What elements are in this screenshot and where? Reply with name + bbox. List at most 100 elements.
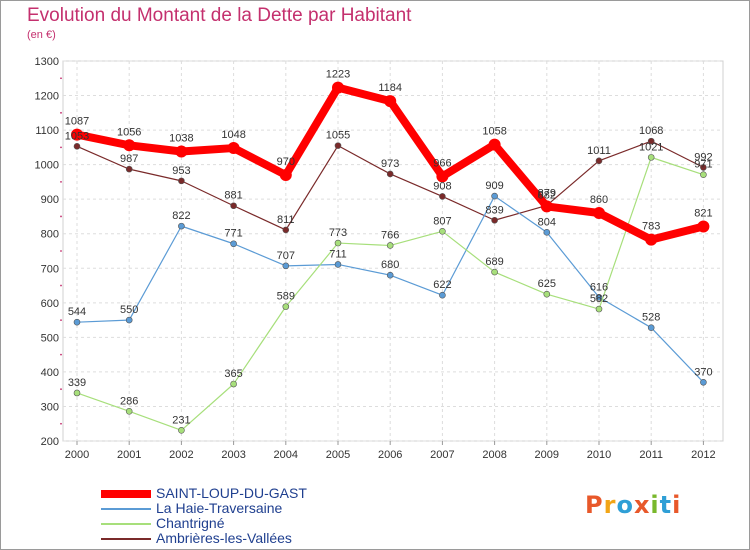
y-tick-label: 900 bbox=[41, 194, 59, 206]
data-label-chantrign-: 1021 bbox=[639, 141, 663, 153]
data-labels: 1053 987 953 881 811 1055 973 908 839 882 1011 1068… bbox=[65, 69, 713, 427]
data-point-chantrign- bbox=[439, 228, 446, 235]
y-tick-label: 300 bbox=[41, 401, 59, 413]
x-tick-label: 2004 bbox=[274, 449, 298, 461]
data-point-chantrign- bbox=[230, 380, 237, 388]
y-minor-tick bbox=[60, 250, 62, 252]
legend-label: SAINT-LOUP-DU-GAST bbox=[156, 485, 307, 501]
y-minor-tick bbox=[60, 319, 62, 321]
data-point-ambri-res-les-vall-es bbox=[386, 170, 394, 178]
data-point-saint-loup-du-gast bbox=[332, 81, 344, 94]
y-minor-tick bbox=[60, 388, 62, 391]
data-label-chantrign-: 286 bbox=[120, 395, 138, 407]
data-point-ambri-res-les-vall-es bbox=[73, 143, 81, 150]
data-point-chantrign- bbox=[595, 305, 603, 313]
data-label-ambri-res-les-vall-es: 953 bbox=[172, 165, 190, 177]
data-label-ambri-res-les-vall-es: 839 bbox=[485, 204, 503, 216]
data-point-ambri-res-les-vall-es bbox=[230, 202, 237, 210]
y-minor-tick bbox=[60, 146, 62, 149]
data-point-la-haie-traversaine bbox=[125, 316, 133, 324]
data-label-chantrign-: 971 bbox=[694, 159, 712, 171]
data-label-ambri-res-les-vall-es: 992 bbox=[694, 151, 712, 163]
x-tick-label: 2008 bbox=[482, 449, 506, 461]
data-label-la-haie-traversaine: 550 bbox=[120, 304, 138, 316]
data-point-ambri-res-les-vall-es bbox=[595, 157, 603, 165]
data-point-ambri-res-les-vall-es bbox=[491, 216, 498, 224]
data-point-saint-loup-du-gast bbox=[540, 200, 553, 213]
y-minor-tick bbox=[60, 77, 62, 80]
x-tick-label: 2006 bbox=[378, 449, 402, 461]
data-point-saint-loup-du-gast bbox=[175, 145, 188, 158]
proxiti-logo: Proxiti bbox=[585, 491, 681, 519]
logo-letter: o bbox=[616, 491, 634, 519]
logo-letter: P bbox=[585, 491, 604, 519]
data-label-saint-loup-du-gast: 1056 bbox=[117, 126, 141, 138]
x-tick-label: 2005 bbox=[326, 449, 350, 461]
y-minor-tick bbox=[60, 215, 62, 218]
data-label-saint-loup-du-gast: 1184 bbox=[378, 82, 402, 94]
logo-letter: t bbox=[659, 491, 673, 519]
data-point-la-haie-traversaine bbox=[386, 271, 394, 279]
logo-letter: i bbox=[672, 491, 682, 519]
data-point-la-haie-traversaine bbox=[282, 262, 290, 270]
y-minor-tick bbox=[60, 422, 62, 425]
data-point-saint-loup-du-gast bbox=[697, 220, 710, 233]
data-label-saint-loup-du-gast: 970 bbox=[277, 156, 295, 168]
axes: 200 300 400 500 600 700 800 900 1000 1100 1200 1300… bbox=[35, 56, 716, 461]
y-minor-tick bbox=[60, 181, 62, 183]
data-label-la-haie-traversaine: 544 bbox=[68, 306, 86, 318]
data-point-saint-loup-du-gast bbox=[645, 233, 658, 246]
data-point-saint-loup-du-gast bbox=[593, 207, 605, 219]
data-point-chantrign- bbox=[647, 154, 655, 161]
data-label-la-haie-traversaine: 622 bbox=[433, 279, 451, 291]
y-minor-tick bbox=[60, 353, 62, 356]
data-point-chantrign- bbox=[125, 407, 133, 415]
data-label-chantrign-: 625 bbox=[538, 278, 556, 290]
data-point-saint-loup-du-gast bbox=[279, 169, 292, 181]
x-tick-label: 2002 bbox=[169, 449, 193, 461]
legend-label: Chantrigné bbox=[156, 515, 225, 531]
data-label-chantrign-: 231 bbox=[172, 414, 190, 426]
data-point-ambri-res-les-vall-es bbox=[439, 193, 446, 200]
data-label-chantrign-: 582 bbox=[590, 293, 608, 305]
data-label-ambri-res-les-vall-es: 1055 bbox=[326, 130, 350, 142]
logo-letter: i bbox=[650, 491, 660, 519]
data-label-ambri-res-les-vall-es: 987 bbox=[120, 153, 138, 165]
data-point-ambri-res-les-vall-es bbox=[700, 164, 707, 171]
data-label-chantrign-: 689 bbox=[485, 256, 503, 268]
y-tick-label: 500 bbox=[41, 332, 59, 344]
data-label-chantrign-: 807 bbox=[433, 215, 451, 227]
data-point-saint-loup-du-gast bbox=[123, 139, 136, 152]
data-point-chantrign- bbox=[386, 242, 394, 249]
data-label-chantrign-: 339 bbox=[68, 377, 86, 389]
data-label-ambri-res-les-vall-es: 973 bbox=[381, 158, 399, 170]
data-label-ambri-res-les-vall-es: 908 bbox=[433, 180, 451, 192]
x-tick-label: 2007 bbox=[430, 449, 454, 461]
data-label-ambri-res-les-vall-es: 881 bbox=[224, 190, 242, 202]
data-point-ambri-res-les-vall-es bbox=[334, 142, 342, 149]
data-point-chantrign- bbox=[282, 303, 290, 310]
grid bbox=[62, 60, 724, 442]
x-tick-label: 2003 bbox=[221, 449, 245, 461]
data-point-saint-loup-du-gast bbox=[436, 170, 449, 183]
data-point-la-haie-traversaine bbox=[700, 378, 707, 386]
data-label-la-haie-traversaine: 711 bbox=[329, 248, 347, 260]
y-tick-label: 1300 bbox=[35, 56, 59, 68]
logo-letter: r bbox=[603, 491, 617, 519]
data-label-ambri-res-les-vall-es: 1068 bbox=[639, 125, 663, 137]
data-label-la-haie-traversaine: 822 bbox=[172, 210, 190, 222]
legend-swatch bbox=[101, 523, 151, 525]
data-point-chantrign- bbox=[491, 268, 498, 276]
legend-label: La Haie-Traversaine bbox=[156, 500, 283, 516]
y-tick-label: 1200 bbox=[35, 91, 59, 103]
data-point-ambri-res-les-vall-es bbox=[282, 226, 290, 234]
x-tick-label: 2000 bbox=[65, 449, 89, 461]
data-point-ambri-res-les-vall-es bbox=[178, 177, 185, 185]
data-label-saint-loup-du-gast: 783 bbox=[642, 221, 660, 233]
data-label-la-haie-traversaine: 370 bbox=[694, 366, 712, 378]
data-label-chantrign-: 365 bbox=[224, 368, 242, 380]
x-tick-label: 2001 bbox=[117, 449, 141, 461]
data-label-la-haie-traversaine: 707 bbox=[277, 250, 295, 262]
data-point-chantrign- bbox=[543, 290, 551, 298]
data-label-saint-loup-du-gast: 860 bbox=[590, 194, 608, 206]
